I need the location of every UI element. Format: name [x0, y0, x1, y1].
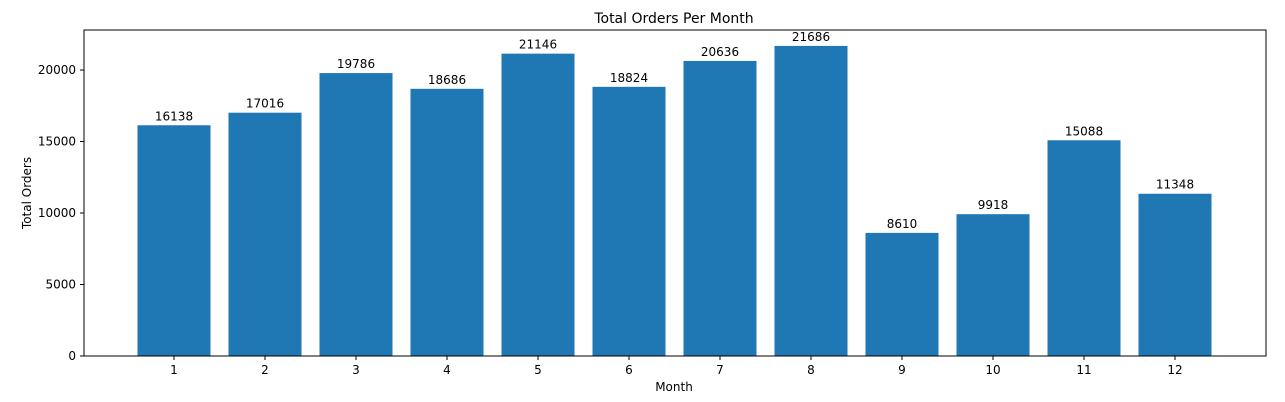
y-tick-label: 5000: [45, 278, 76, 292]
x-tick-label: 11: [1076, 363, 1091, 377]
data-label-month-4: 18686: [428, 73, 466, 87]
x-tick-label: 1: [170, 363, 178, 377]
data-label-month-10: 9918: [978, 198, 1009, 212]
bar-month-8: [774, 45, 848, 356]
bar-month-5: [501, 53, 575, 357]
x-tick-label: 8: [807, 363, 815, 377]
bar-month-2: [228, 112, 302, 356]
x-tick-label: 3: [352, 363, 360, 377]
y-tick-label: 15000: [38, 135, 76, 149]
data-label-month-7: 20636: [701, 45, 739, 59]
x-tick-label: 10: [985, 363, 1000, 377]
chart-title: Total Orders Per Month: [593, 11, 753, 27]
bar-month-11: [1047, 140, 1121, 356]
plot-area: 16138 1 17016 2 19786 3 18686 4 21146 5 18824 6 2063…: [38, 30, 1212, 377]
bar-month-12: [1138, 193, 1212, 356]
y-tick-label: 20000: [38, 63, 76, 77]
x-tick-label: 9: [898, 363, 906, 377]
y-tick-label: 0: [68, 349, 76, 363]
bar-month-7: [683, 60, 757, 356]
data-label-month-11: 15088: [1065, 124, 1103, 138]
x-tick-label: 6: [625, 363, 633, 377]
bar-month-3: [319, 73, 393, 356]
bar-month-10: [956, 214, 1030, 356]
x-tick-label: 5: [534, 363, 542, 377]
bar-month-4: [410, 88, 484, 356]
y-tick-label: 10000: [38, 206, 76, 220]
data-label-month-2: 17016: [246, 97, 284, 111]
data-label-month-5: 21146: [519, 38, 557, 52]
bar-month-9: [865, 232, 939, 356]
bar-month-6: [592, 86, 666, 356]
bar-month-1: [137, 125, 211, 356]
data-label-month-9: 8610: [887, 217, 918, 231]
data-label-month-8: 21686: [792, 30, 830, 44]
x-tick-label: 7: [716, 363, 724, 377]
x-tick-label: 4: [443, 363, 451, 377]
plot-frame: [83, 29, 1267, 357]
x-axis-label: Month: [655, 380, 693, 394]
x-tick-label: 2: [261, 363, 269, 377]
data-label-month-12: 11348: [1156, 178, 1194, 192]
data-label-month-1: 16138: [155, 109, 193, 123]
x-tick-label: 12: [1167, 363, 1182, 377]
data-label-month-6: 18824: [610, 71, 648, 85]
y-axis-label: Total Orders: [20, 157, 34, 230]
data-label-month-3: 19786: [337, 57, 375, 71]
